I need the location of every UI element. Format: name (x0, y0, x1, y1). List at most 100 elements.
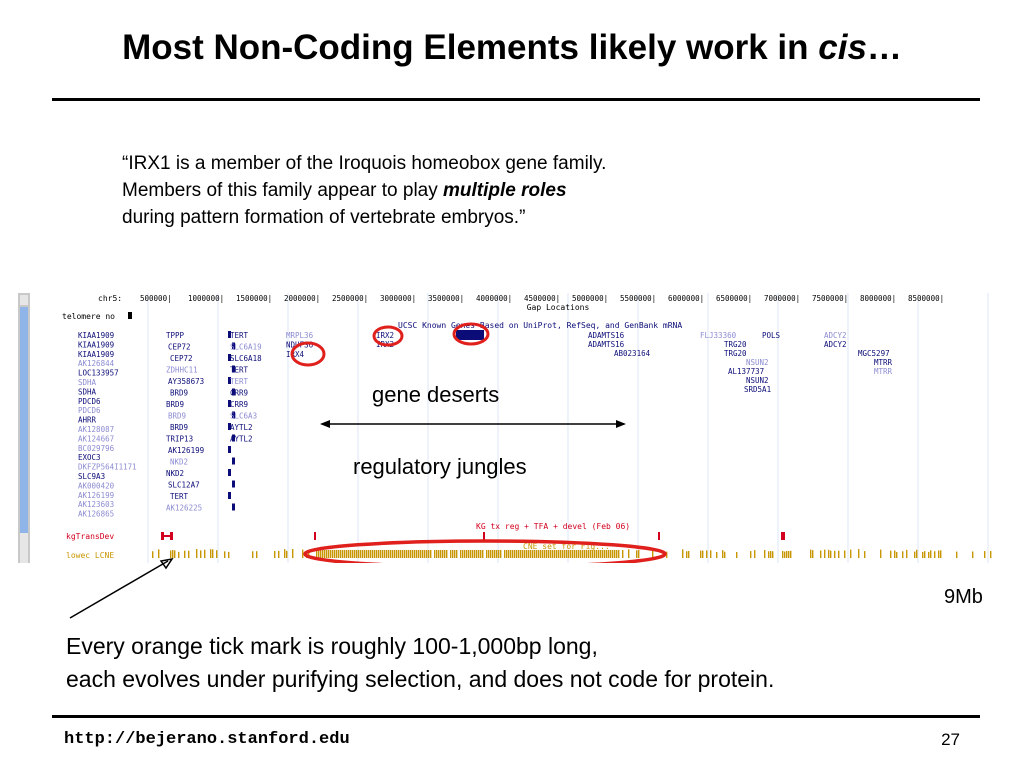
lcne-tick (540, 550, 542, 558)
left-gene-label: SDHA (78, 387, 97, 396)
irx1-gene-box (456, 330, 484, 340)
gene-label: TRIP13 (166, 435, 193, 444)
lcne-tick (972, 551, 974, 558)
ruler-tick-label: 4500000| (524, 294, 560, 303)
lcne-tick (486, 550, 488, 558)
left-gene-label: AHRR (78, 416, 97, 425)
gene-label: TRG20 (724, 340, 747, 349)
lcne-tick (652, 550, 654, 558)
gene-column-b: TERT SLC6A19 SLC6A18 TERT TERT CRR9 CRR9 SLC6A3… (230, 331, 314, 444)
lcne-tick (210, 549, 212, 558)
lcne-tick (928, 551, 930, 558)
lcne-tick (436, 550, 438, 558)
lcne-tick (514, 550, 516, 558)
gene-label: SLC6A19 (230, 343, 262, 352)
lcne-tick (158, 549, 160, 558)
lcne-tick (470, 550, 472, 558)
ruler-tick-label: 2000000| (284, 294, 320, 303)
gene-label: TRG20 (724, 349, 747, 358)
gene-block (232, 342, 235, 350)
ruler-tick-label: 5500000| (620, 294, 656, 303)
gene-label: MRPL36 (286, 331, 314, 340)
lcne-tick (512, 550, 514, 558)
left-gene-label: AK128087 (78, 425, 114, 434)
lcne-tick (542, 550, 544, 558)
lcne-tick (496, 550, 498, 558)
lcne-tick (492, 550, 494, 558)
genome-browser-svg: chr5: 500000| 1000000| 1500000| 2000000| 250… (18, 293, 992, 569)
bottom-divider (52, 715, 980, 718)
left-gene-label: AK123603 (78, 500, 114, 509)
lcne-tick (374, 550, 376, 558)
lcne-tick (438, 550, 440, 558)
lcne-tick (362, 550, 364, 558)
gene-label: BRD9 (166, 400, 184, 409)
lcne-tick (344, 550, 346, 558)
lcne-tick (350, 550, 352, 558)
gene-label: CRR9 (230, 400, 248, 409)
ruler-tick-label: 3500000| (428, 294, 464, 303)
lcne-track-label: lowec LCNE (66, 551, 114, 560)
gap-track-label: Gap Locations (527, 303, 590, 312)
genome-browser-image: chr5: 500000| 1000000| 1500000| 2000000| 250… (18, 293, 1000, 569)
lcne-tick (764, 549, 766, 558)
lcne-tick (456, 550, 458, 558)
gene-block (228, 377, 231, 384)
lcne-tick (184, 550, 186, 558)
lcne-tick (488, 550, 490, 558)
ruler-tick-label: 1500000| (236, 294, 272, 303)
browser-side-bar-highlight (20, 307, 28, 533)
lcne-tick (460, 550, 462, 558)
gene-label: SLC6A18 (230, 354, 262, 363)
lcne-tick (394, 550, 396, 558)
gene-label: IRX4 (286, 350, 305, 359)
lcne-tick (924, 551, 926, 558)
left-gene-label: KIAA1909 (78, 331, 114, 340)
left-gene-label: PDCD6 (78, 397, 101, 406)
lcne-tick (608, 550, 610, 558)
gene-label: ADAMTS16 (588, 331, 625, 340)
lcne-tick (308, 549, 310, 558)
lcne-tick (554, 550, 556, 558)
gene-label: ADCY2 (824, 340, 847, 349)
left-label-column: KIAA1909KIAA1909KIAA1909AK126844LOC13395… (78, 331, 137, 519)
lcne-tick (598, 550, 600, 558)
gene-block (232, 457, 235, 465)
gene-label: TPPP (166, 331, 185, 340)
gene-label: AYTL2 (230, 423, 253, 432)
lcne-tick (858, 549, 860, 558)
slide-title-main: Most Non-Coding Elements likely work in (122, 28, 819, 67)
lcne-tick (292, 549, 294, 558)
lcne-tick (544, 550, 546, 558)
lcne-tick (614, 550, 616, 558)
lcne-tick (520, 550, 522, 558)
lcne-tick (546, 550, 548, 558)
gene-label: ADAMTS16 (588, 340, 625, 349)
lcne-tick (388, 550, 390, 558)
lcne-tick (606, 550, 608, 558)
left-gene-label: SLC9A3 (78, 472, 105, 481)
lcne-tick (196, 549, 198, 558)
caption-line-1: Every orange tick mark is roughly 100-1,… (66, 633, 598, 659)
footer-url[interactable]: http://bejerano.stanford.edu (64, 730, 350, 749)
lcne-tick (318, 550, 320, 558)
lcne-tick (578, 550, 580, 558)
gene-block (228, 469, 231, 476)
lcne-tick (592, 550, 594, 558)
lcne-tick (426, 550, 428, 558)
ruler-tick-label: 7500000| (812, 294, 848, 303)
lcne-tick (716, 551, 718, 558)
lcne-tick (324, 550, 326, 558)
lcne-tick (604, 550, 606, 558)
gene-label: AL137737 (728, 367, 764, 376)
gene-label: BRD9 (168, 412, 186, 421)
lcne-tick (152, 551, 154, 558)
gene-label: ADCY2 (824, 331, 847, 340)
lcne-tick (782, 550, 784, 558)
slide-title: Most Non-Coding Elements likely work in … (0, 28, 1024, 68)
quote-line-2: Members of this family appear to play mu… (122, 177, 606, 204)
gene-label: BRD9 (170, 389, 188, 398)
lcne-tick (302, 549, 304, 558)
gene-label: AYTL2 (230, 435, 253, 444)
lcne-tick (464, 550, 466, 558)
